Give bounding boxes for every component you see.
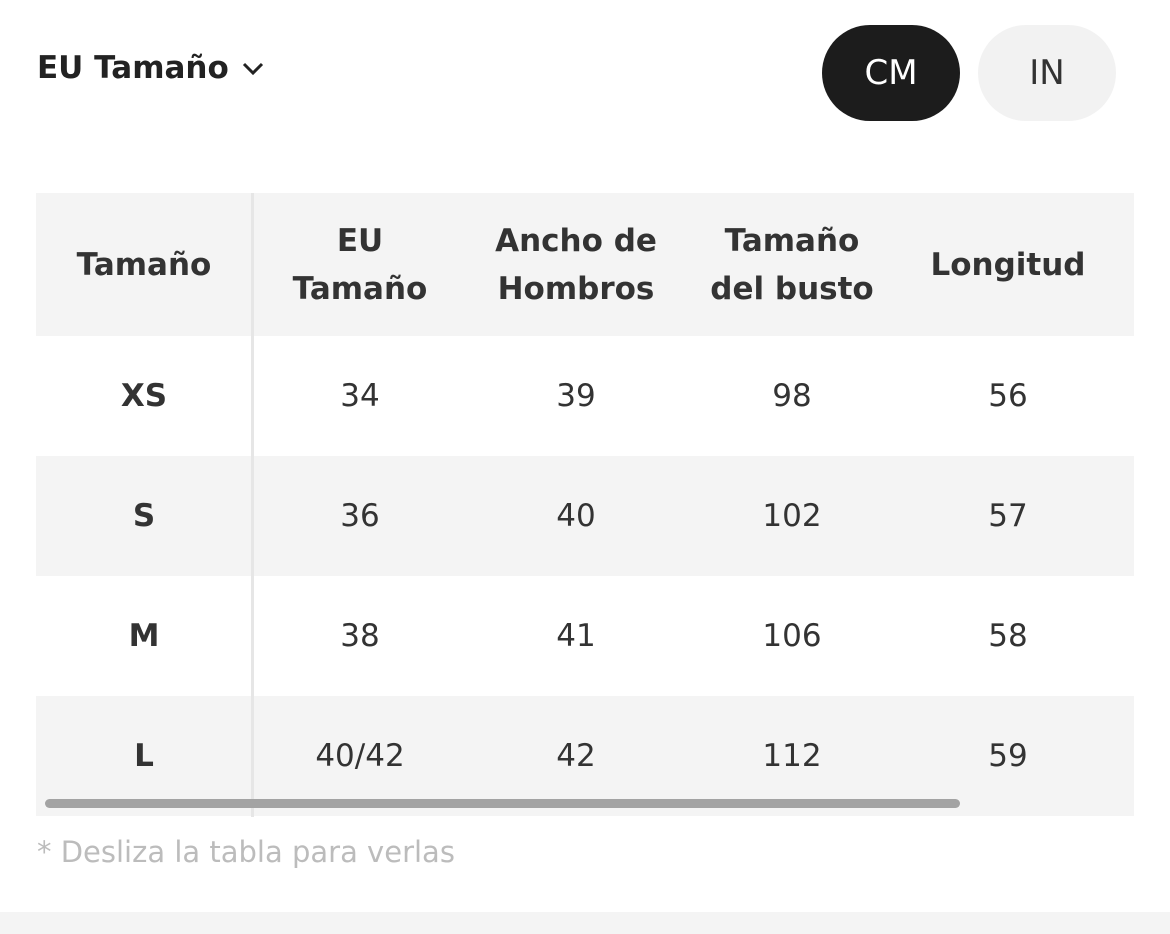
- table-row: M 38 41 106 58: [36, 576, 1134, 696]
- scroll-hint: * Desliza la tabla para verlas: [37, 835, 455, 869]
- table-cell: 98: [772, 378, 812, 414]
- table-cell: 39: [556, 378, 596, 414]
- table-cell: 36: [340, 498, 380, 534]
- size-table: Tamaño EU Tamaño Ancho de Hombros Tamaño de…: [36, 193, 1134, 817]
- table-cell: 112: [762, 738, 822, 774]
- table-cell: 38: [340, 618, 380, 654]
- column-header: Longitud: [930, 246, 1086, 283]
- chevron-icon: [242, 62, 263, 76]
- table-row: L 40/42 42 112 59: [36, 696, 1134, 816]
- size-dropdown[interactable]: EU Tamaño: [37, 50, 265, 86]
- table-header: Tamaño EU Tamaño Ancho de Hombros Tamaño de…: [36, 193, 1134, 336]
- footer-band: [0, 912, 1170, 934]
- unit-button[interactable]: CM: [822, 25, 960, 121]
- table-cell: 42: [556, 738, 596, 774]
- table-cell: 106: [762, 618, 822, 654]
- table-cell: 40/42: [315, 738, 405, 774]
- table-cell: 57: [988, 498, 1028, 534]
- table-row: S 36 40 102 57: [36, 456, 1134, 576]
- column-divider: [251, 193, 254, 817]
- size-label: M: [128, 618, 160, 654]
- column-header: EU Tamaño: [292, 222, 428, 307]
- table-cell: 59: [988, 738, 1028, 774]
- table-cell: 56: [988, 378, 1028, 414]
- table-cell: 102: [762, 498, 822, 534]
- table-cell: 40: [556, 498, 596, 534]
- table-cell: 34: [340, 378, 380, 414]
- unit-button[interactable]: IN: [978, 25, 1116, 121]
- column-header: Tamaño del busto: [710, 222, 874, 307]
- table-row: XS 34 39 98 56: [36, 336, 1134, 456]
- scrollbar[interactable]: [45, 799, 960, 808]
- size-label: L: [134, 738, 154, 774]
- size-label: S: [132, 498, 156, 534]
- column-header: Tamaño: [76, 246, 212, 283]
- size-label: XS: [120, 378, 168, 414]
- column-header: Ancho de Hombros: [495, 222, 657, 307]
- size-system-label: EU Tamaño: [37, 50, 229, 86]
- table-cell: 58: [988, 618, 1028, 654]
- table-cell: 41: [556, 618, 596, 654]
